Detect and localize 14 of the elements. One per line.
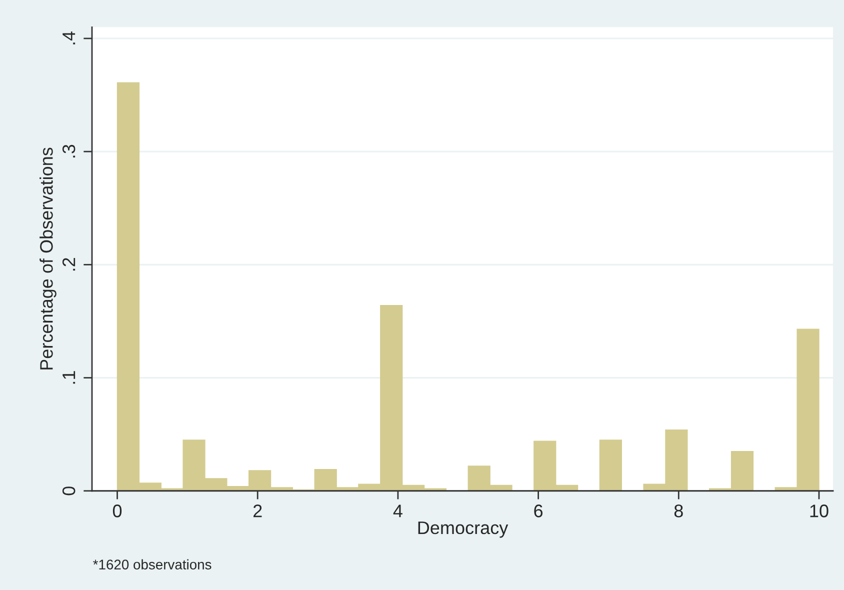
x-tick-label: 6 — [534, 504, 543, 518]
y-tick-label: .2 — [62, 258, 76, 271]
y-tick-label: 0 — [62, 486, 76, 496]
x-tick-label: 2 — [253, 504, 262, 518]
x-tick-label: 0 — [112, 504, 122, 518]
y-tick-label: .3 — [62, 144, 76, 158]
y-axis-title: Percentage of Observations — [40, 148, 56, 370]
x-tick-label: 4 — [393, 504, 402, 518]
x-axis-title: Democracy — [418, 522, 508, 538]
x-tick-label: 8 — [674, 504, 683, 518]
y-tick-label: .4 — [62, 31, 76, 44]
y-tick-label: .1 — [62, 371, 76, 384]
text: *1620 observations — [93, 559, 212, 570]
x-tick-label: 10 — [810, 504, 828, 518]
